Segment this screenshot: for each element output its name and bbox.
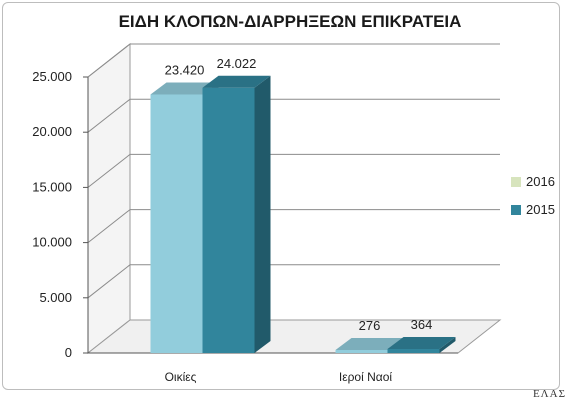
bar-front <box>335 349 388 353</box>
bar-front <box>387 348 440 353</box>
category-label: Ιεροί Ναοί <box>339 370 392 384</box>
bar-2015-0 <box>202 75 271 353</box>
watermark: ΕΛΑΣ <box>532 388 566 400</box>
chart-title: ΕΙΔΗ ΚΛΟΠΩΝ-ΔΙΑΡΡΗΞΕΩΝ ΕΠΙΚΡΑΤΕΙΑ <box>119 12 462 31</box>
legend-label: 2016 <box>526 174 555 189</box>
category-label: Οικίες <box>165 370 197 384</box>
legend: 2016 2015 <box>511 174 555 217</box>
y-tick-label: 5.000 <box>39 290 72 305</box>
grid <box>86 42 502 355</box>
bar-top <box>202 75 271 88</box>
bar-top <box>150 82 219 95</box>
legend-label: 2015 <box>526 202 555 217</box>
y-tick-label: 0 <box>65 345 72 360</box>
bar-front <box>202 87 255 353</box>
bar-top <box>387 336 456 349</box>
legend-swatch <box>511 177 521 187</box>
gridline <box>87 264 500 299</box>
data-label: 24.022 <box>217 56 257 71</box>
gridline <box>87 98 500 133</box>
x-axis: Οικίες Ιεροί Ναοί <box>165 370 393 384</box>
y-tick-label: 10.000 <box>32 235 72 250</box>
y-tick-label: 20.000 <box>32 124 72 139</box>
y-tick-label: 15.000 <box>32 179 72 194</box>
gridline <box>87 209 500 243</box>
bar-front <box>150 94 203 353</box>
data-label: 364 <box>411 317 433 332</box>
legend-swatch <box>511 205 521 215</box>
data-label: 276 <box>359 318 381 333</box>
bar-side <box>439 336 456 353</box>
bars <box>150 75 456 353</box>
gridline <box>87 43 500 78</box>
bar-top <box>335 337 404 350</box>
y-tick-label: 25.000 <box>32 69 72 84</box>
side-wall <box>87 42 131 355</box>
bar-2015-1 <box>387 336 456 353</box>
gridline <box>87 153 500 188</box>
bar-side <box>254 75 271 353</box>
data-label: 23.420 <box>165 62 205 77</box>
data-labels: 23.420 24.022 276 364 <box>165 56 433 333</box>
